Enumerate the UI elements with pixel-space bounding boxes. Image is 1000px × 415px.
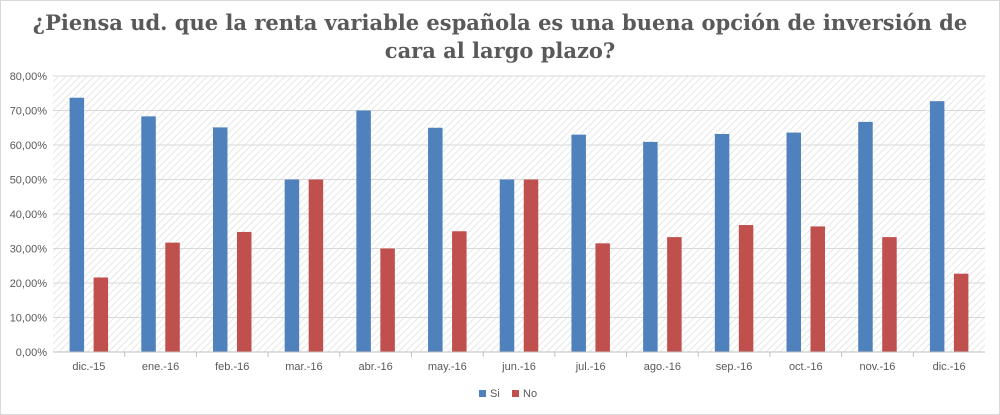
x-tick-label: sep.-16 [716,361,753,373]
bar-no-4 [380,248,395,352]
bar-si-8 [643,141,658,352]
y-tick-label: 50,00% [10,175,48,187]
bar-si-3 [284,179,300,352]
bar-no-2 [236,231,252,352]
bar-si-6 [499,179,515,352]
x-tick-label: ene.-16 [142,361,179,373]
bar-si-2 [212,127,228,352]
chart-title-line-1: ¿Piensa ud. que la renta variable españo… [33,10,967,35]
bar-si-7 [571,134,586,352]
y-tick-label: 10,00% [10,313,48,325]
y-tick-label: 60,00% [10,140,48,152]
legend-label-no: No [523,388,537,400]
x-tick-label: jun.-16 [501,361,536,373]
x-tick-label: may.-16 [428,361,467,373]
bar-si-12 [929,101,945,352]
bar-no-9 [738,225,754,352]
x-tick-label: mar.-16 [285,361,322,373]
bar-no-3 [308,179,324,352]
bar-si-4 [356,110,371,352]
bar-si-1 [141,116,156,353]
y-tick-label: 0,00% [16,347,47,359]
x-tick-label: jul.-16 [575,361,606,373]
legend-swatch-no [512,390,519,397]
chart-title-line-2: cara al largo plazo? [385,38,615,63]
x-tick-label: dic.-15 [72,361,105,373]
legend-swatch-si [479,390,486,397]
bar-si-11 [858,121,873,352]
x-tick-label: oct.-16 [789,361,823,373]
y-tick-label: 80,00% [10,71,48,83]
y-tick-label: 70,00% [10,106,48,118]
bar-no-0 [93,277,109,352]
bar-si-10 [786,132,802,352]
x-tick-label: dic.-16 [933,361,966,373]
x-tick-label: abr.-16 [358,361,392,373]
bar-si-0 [69,97,85,352]
y-tick-label: 20,00% [10,278,48,290]
bar-no-5 [452,231,467,352]
bar-no-11 [882,237,897,352]
y-tick-label: 30,00% [10,244,48,256]
bar-no-12 [953,273,969,352]
bar-no-8 [667,237,682,352]
bar-no-6 [523,179,539,352]
x-tick-label: nov.-16 [860,361,896,373]
bar-no-10 [810,226,826,352]
bar-si-9 [714,133,730,352]
x-tick-label: ago.-16 [644,361,681,373]
y-tick-label: 40,00% [10,209,48,221]
x-tick-label: feb.-16 [215,361,249,373]
legend-label-si: Si [490,388,500,400]
bar-no-7 [595,243,610,352]
bar-si-5 [428,127,443,352]
bar-no-1 [165,242,180,352]
